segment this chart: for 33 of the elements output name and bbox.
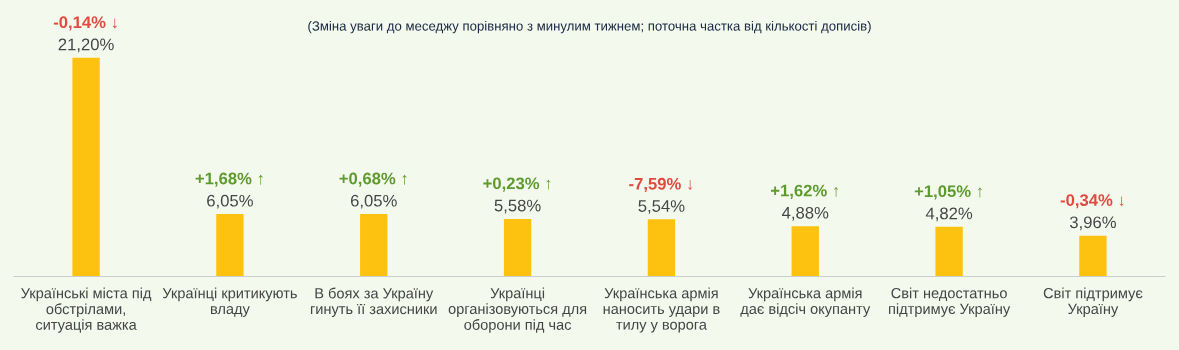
bar [935, 226, 963, 277]
chart-subtitle: (Зміна уваги до меседжу порівняно з минулим тижнем; поточна частка від кількості дописів) [308, 21, 871, 34]
annotation: -7,59% ↓ [629, 177, 693, 193]
bar [503, 218, 532, 277]
x-tick-label: Світ підтримує Україну [1043, 287, 1143, 317]
data-label: 5,58% [494, 199, 541, 214]
annotation: +0,68% ↑ [339, 172, 407, 187]
x-tick-label: В боях за Україну гинуть її захисники [310, 287, 437, 318]
x-tick-label: Українські міста під обстрілами, ситуація важка [21, 287, 152, 333]
annotation: +1,68% ↑ [195, 172, 263, 187]
x-tick-label: Українська армія дає відсіч окупанту [740, 287, 871, 317]
bar [360, 214, 388, 277]
data-label: 6,05% [350, 194, 397, 209]
bar [1079, 235, 1107, 277]
annotation: +1,05% ↑ [914, 185, 982, 200]
annotation: -0,14% ↓ [53, 16, 117, 31]
data-label: 5,54% [638, 200, 685, 214]
data-label: 4,82% [925, 207, 973, 222]
annotation: +0,23% ↑ [483, 177, 551, 192]
x-tick-label: Українці критикують владу [162, 287, 297, 317]
data-label: 6,05% [207, 194, 253, 209]
x-tick-label: Світ недостатньо підтримує Україну [889, 287, 1011, 317]
bar [791, 226, 819, 277]
data-label: 3,96% [1069, 216, 1116, 231]
x-tick-label: Українці організовуються для оборони під час [448, 287, 587, 333]
x-tick-label: Українська армія наносить удари в тилу у ворога [603, 287, 720, 333]
bar [647, 219, 676, 277]
annotation: -0,34% ↓ [1060, 194, 1124, 209]
data-label: 4,88% [782, 206, 829, 221]
bar [216, 214, 244, 277]
annotation: +1,62% ↑ [770, 184, 839, 199]
data-label: 21,20% [58, 38, 114, 53]
bar [72, 57, 100, 277]
